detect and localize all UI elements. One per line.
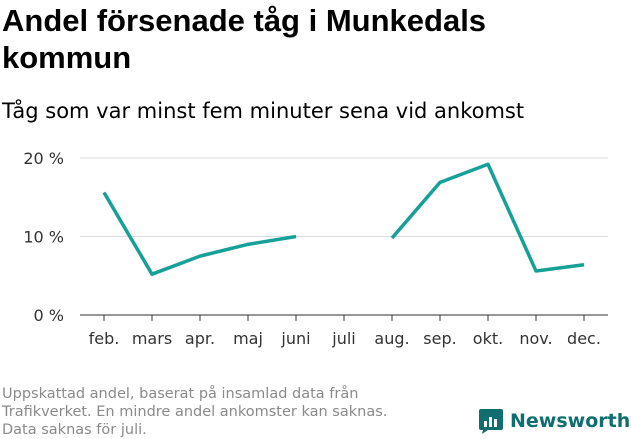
line-chart: 0 % 10 % 20 % feb. mars apr. maj juni juli aug. se… xyxy=(23,149,608,348)
x-tick-label: feb. xyxy=(89,329,120,348)
x-tick-label: mars xyxy=(132,329,172,348)
data-point xyxy=(535,270,538,273)
series-line-segment xyxy=(390,162,585,273)
chart-subtitle: Tåg som var minst fem minuter sena vid a… xyxy=(2,99,525,123)
data-point xyxy=(583,263,586,266)
x-tick-label: apr. xyxy=(185,329,215,348)
brand-logo: Newsworthy xyxy=(478,406,631,436)
footnote-line: Uppskattad andel, baserat på insamlad da… xyxy=(2,386,359,402)
x-tick-label: aug. xyxy=(374,329,409,348)
brand-name: Newsworthy xyxy=(510,410,631,432)
footnote-line: Trafikverket. En mindre andel ankomster … xyxy=(2,404,388,420)
chart-title: Andel försenade tåg i Munkedals kommun xyxy=(2,3,487,75)
bar-chart-speech-icon xyxy=(479,409,503,434)
y-tick-label: 0 % xyxy=(34,306,64,325)
x-tick-label: dec. xyxy=(567,329,601,348)
data-point xyxy=(199,255,202,258)
y-tick-label: 10 % xyxy=(23,228,64,247)
footnote-line: Data saknas för juli. xyxy=(2,422,147,438)
x-tick-label: juli xyxy=(331,329,355,348)
series-line-segment xyxy=(102,191,297,276)
data-point xyxy=(391,237,394,240)
y-tick-label: 20 % xyxy=(23,149,64,168)
x-tick-label: sep. xyxy=(423,329,456,348)
x-tick-label: okt. xyxy=(473,329,503,348)
x-tick-label: nov. xyxy=(519,329,552,348)
x-tick-label: juni xyxy=(280,329,310,348)
data-point xyxy=(247,243,250,246)
data-point xyxy=(295,235,298,238)
data-point xyxy=(487,163,490,166)
data-point xyxy=(151,273,154,276)
data-point xyxy=(103,191,106,194)
data-point xyxy=(439,181,442,184)
x-tick-label: maj xyxy=(233,329,263,348)
footnote: Uppskattad andel, baserat på insamlad da… xyxy=(2,385,462,439)
